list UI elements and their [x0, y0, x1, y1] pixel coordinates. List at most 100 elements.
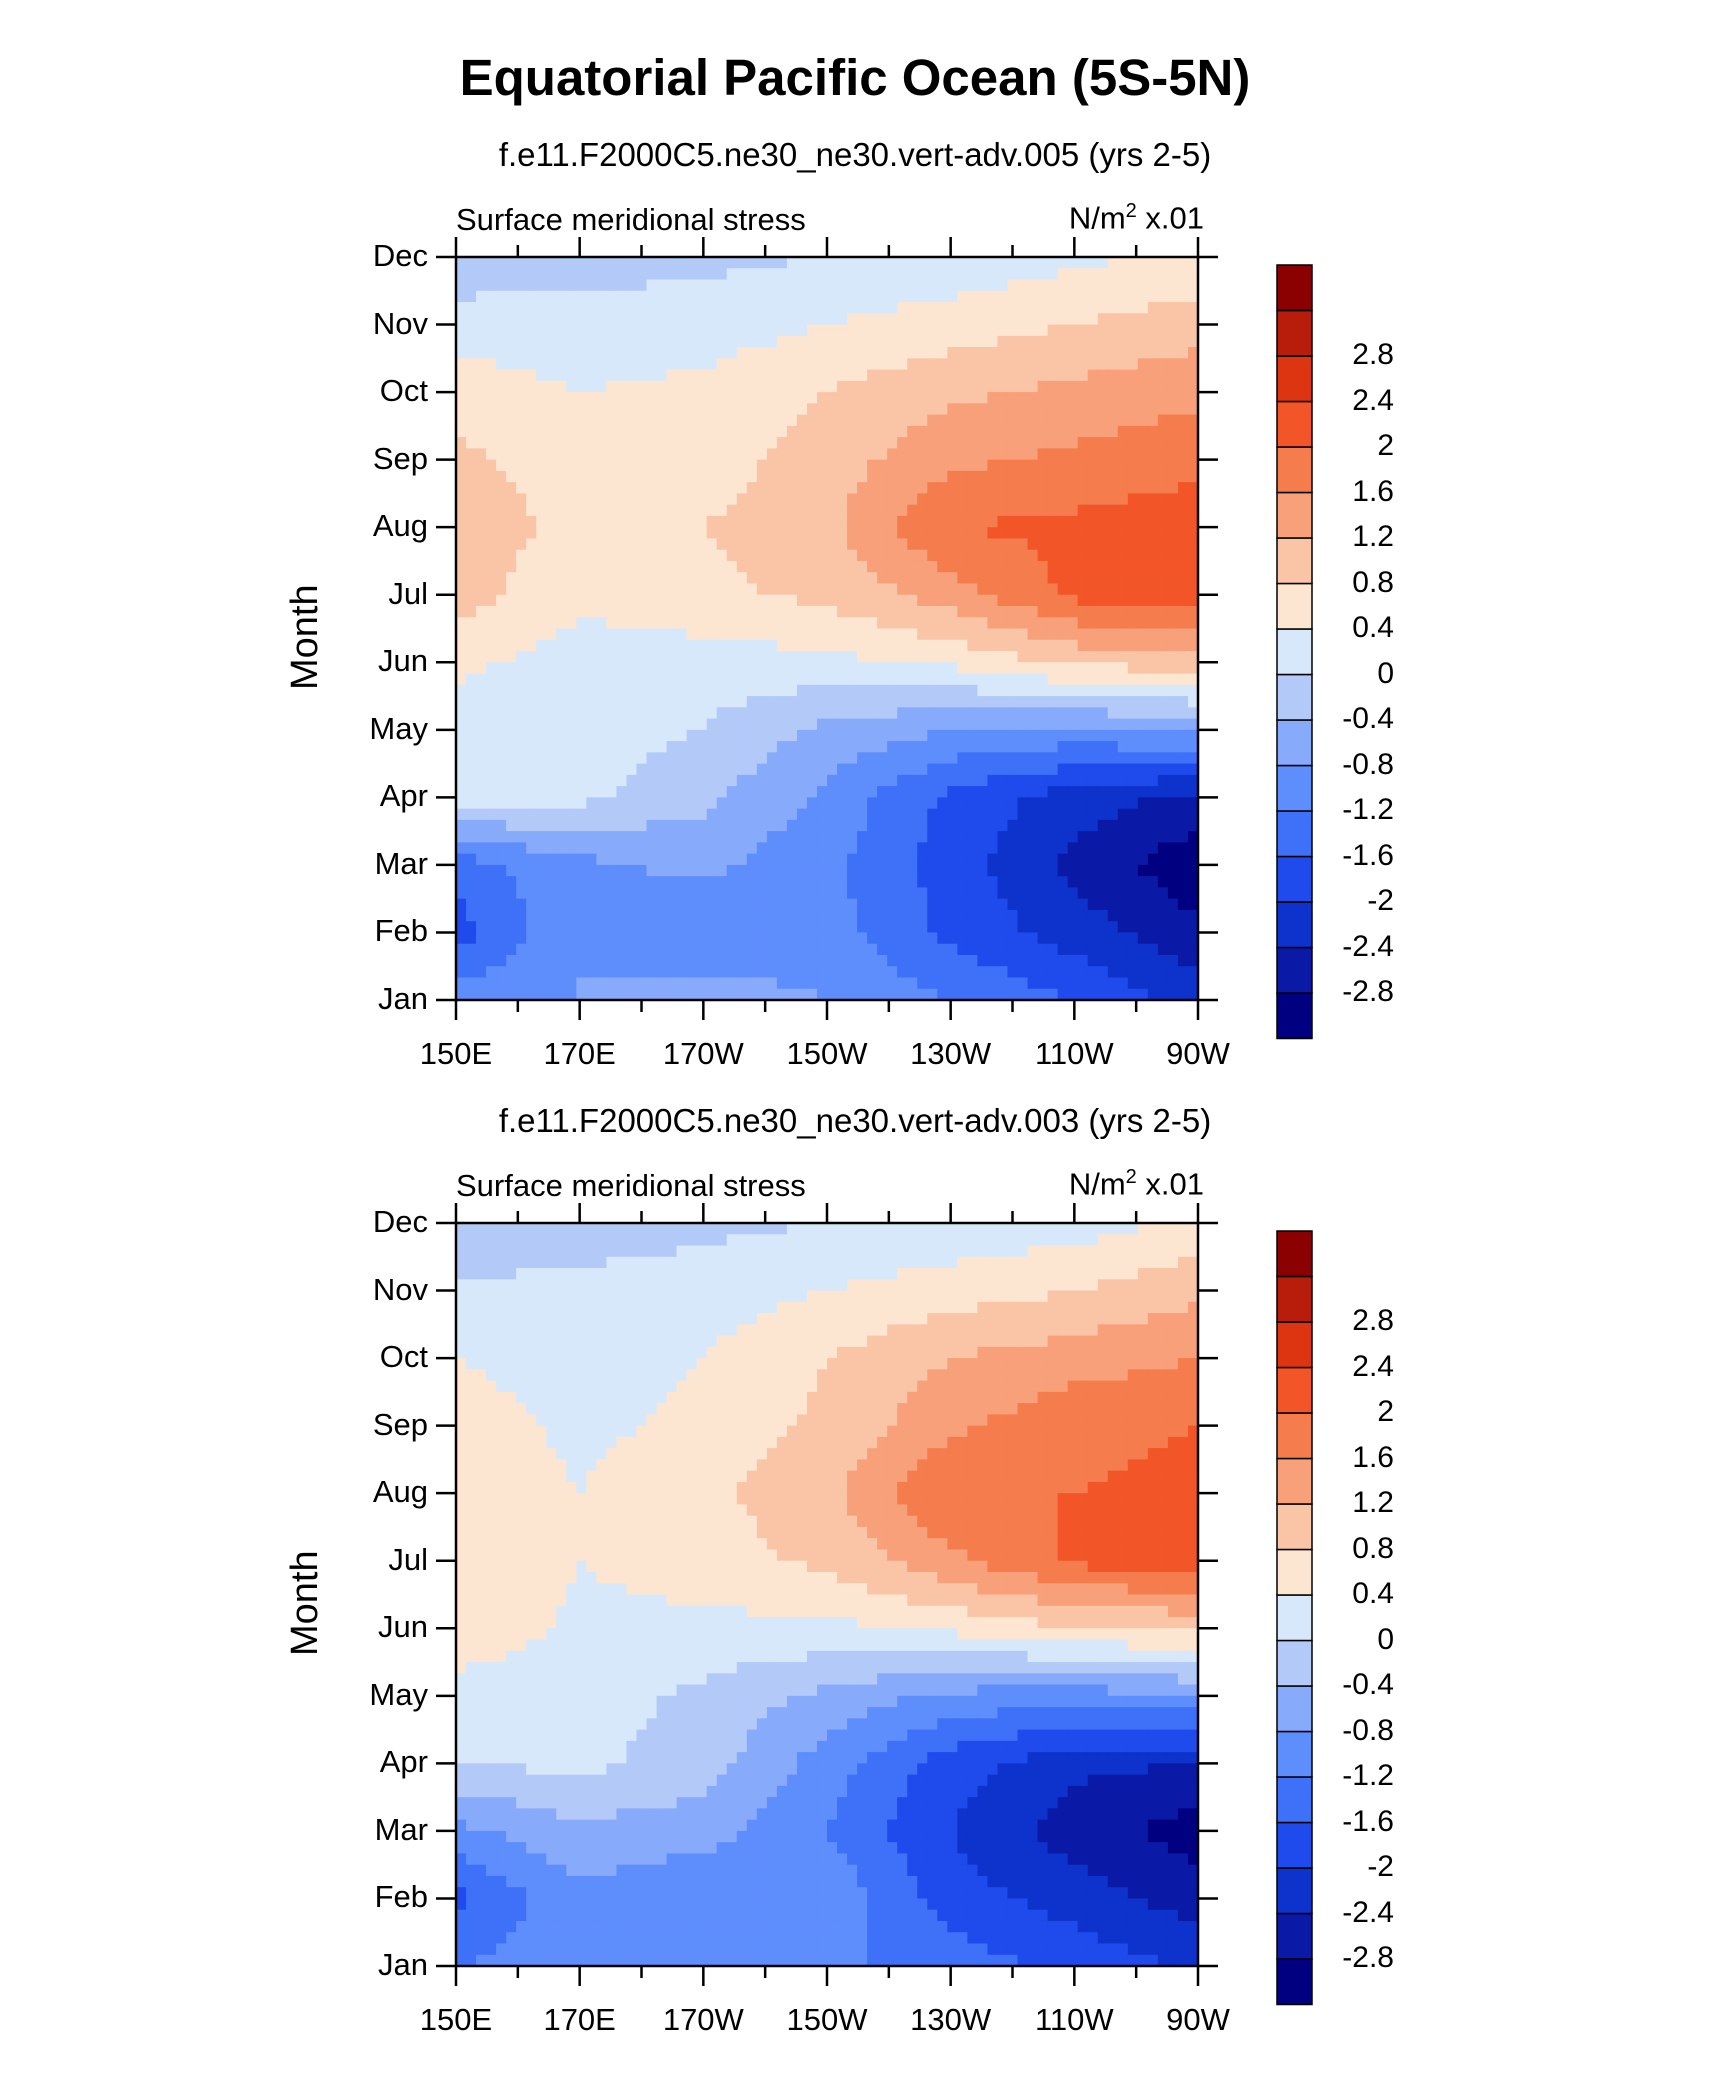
heatmap-cell — [776, 459, 788, 472]
heatmap-cell — [646, 763, 658, 776]
heatmap-cell — [967, 887, 979, 900]
heatmap-cell — [486, 482, 497, 495]
heatmap-cell — [1117, 425, 1129, 438]
heatmap-cell — [616, 279, 628, 292]
heatmap-cell — [646, 786, 658, 798]
heatmap-cell — [636, 414, 648, 427]
heatmap-cell — [927, 864, 938, 877]
heatmap-cell — [526, 482, 537, 495]
heatmap-cell — [1127, 819, 1139, 832]
heatmap-cell — [816, 819, 828, 832]
heatmap-cell — [867, 966, 878, 979]
heatmap-cell — [786, 257, 798, 269]
heatmap-cell — [456, 628, 467, 641]
heatmap-cell — [1157, 470, 1169, 483]
heatmap-cell — [646, 549, 658, 562]
heatmap-cell — [937, 786, 948, 798]
heatmap-cell — [1047, 279, 1059, 292]
heatmap-cell — [676, 268, 688, 281]
heatmap-cell — [1147, 752, 1159, 765]
heatmap-cell — [957, 380, 968, 393]
heatmap-cell — [456, 898, 467, 911]
heatmap-cell — [837, 358, 848, 371]
heatmap-cell — [1097, 482, 1109, 495]
heatmap-cell — [736, 707, 748, 720]
heatmap-cell — [796, 718, 808, 731]
heatmap-cell — [1137, 943, 1149, 956]
heatmap-cell — [776, 932, 788, 945]
heatmap-cell — [626, 290, 638, 303]
heatmap-cell — [1157, 853, 1169, 866]
heatmap-cell — [1057, 651, 1069, 663]
heatmap-cell — [736, 572, 748, 585]
heatmap-cell — [526, 493, 537, 506]
heatmap-cell — [726, 257, 738, 269]
heatmap-cell — [476, 808, 487, 821]
heatmap-cell — [776, 909, 788, 922]
heatmap-cell — [1147, 954, 1159, 967]
heatmap-cell — [646, 617, 658, 630]
heatmap-cell — [546, 369, 557, 382]
heatmap-cell — [1107, 425, 1119, 438]
heatmap-cell — [606, 324, 618, 337]
heatmap-cell — [867, 459, 878, 472]
heatmap-cell — [1147, 707, 1159, 720]
heatmap-cell — [887, 605, 898, 618]
heatmap-cell — [1017, 358, 1029, 371]
heatmap-cell — [887, 696, 898, 708]
heatmap-cell — [827, 448, 838, 461]
heatmap-cell — [1007, 448, 1019, 461]
heatmap-cell — [847, 560, 858, 573]
heatmap-cell — [967, 257, 979, 269]
heatmap-cell — [1097, 774, 1109, 787]
heatmap-cell — [466, 392, 477, 404]
heatmap-cell — [646, 268, 658, 281]
heatmap-cell — [1047, 358, 1059, 371]
heatmap-cell — [636, 302, 648, 314]
heatmap-cell — [666, 583, 678, 596]
heatmap-cell — [1037, 696, 1049, 708]
heatmap-cell — [1037, 887, 1049, 900]
heatmap-cell — [1057, 943, 1069, 956]
heatmap-cell — [736, 673, 748, 686]
heatmap-cell — [1087, 347, 1099, 359]
heatmap-cell — [766, 279, 778, 292]
heatmap-cell — [977, 358, 989, 371]
heatmap-cell — [1087, 921, 1099, 934]
heatmap-cell — [676, 257, 688, 269]
heatmap-cell — [776, 425, 788, 438]
heatmap-cell — [1137, 549, 1149, 562]
heatmap-cell — [746, 493, 758, 506]
heatmap-cell — [837, 876, 848, 889]
heatmap-cell — [706, 493, 718, 506]
heatmap-cell — [606, 470, 618, 483]
heatmap-cell — [656, 662, 668, 675]
heatmap-cell — [1177, 977, 1189, 990]
heatmap-cell — [847, 268, 858, 281]
heatmap-cell — [566, 448, 577, 461]
heatmap-cell — [947, 347, 958, 359]
heatmap-cell — [837, 977, 848, 990]
heatmap-cell — [456, 831, 467, 843]
heatmap-cell — [766, 459, 778, 472]
heatmap-cell — [947, 707, 958, 720]
heatmap-cell — [536, 943, 547, 956]
heatmap-cell — [686, 617, 698, 630]
heatmap-cell — [496, 482, 507, 495]
heatmap-cell — [676, 403, 688, 416]
heatmap-cell — [516, 628, 527, 641]
heatmap-cell — [987, 459, 999, 472]
heatmap-cell — [927, 549, 938, 562]
heatmap-cell — [516, 662, 527, 675]
heatmap-cell — [556, 515, 567, 528]
heatmap-cell — [726, 504, 738, 517]
heatmap-cell — [496, 876, 507, 889]
heatmap-cell — [987, 605, 999, 618]
heatmap-cell — [726, 268, 738, 281]
heatmap-cell — [566, 707, 577, 720]
heatmap-cell — [937, 763, 948, 776]
heatmap-cell — [827, 831, 838, 843]
heatmap-cell — [997, 504, 1009, 517]
heatmap-cell — [1067, 842, 1079, 855]
heatmap-cell — [887, 313, 898, 326]
